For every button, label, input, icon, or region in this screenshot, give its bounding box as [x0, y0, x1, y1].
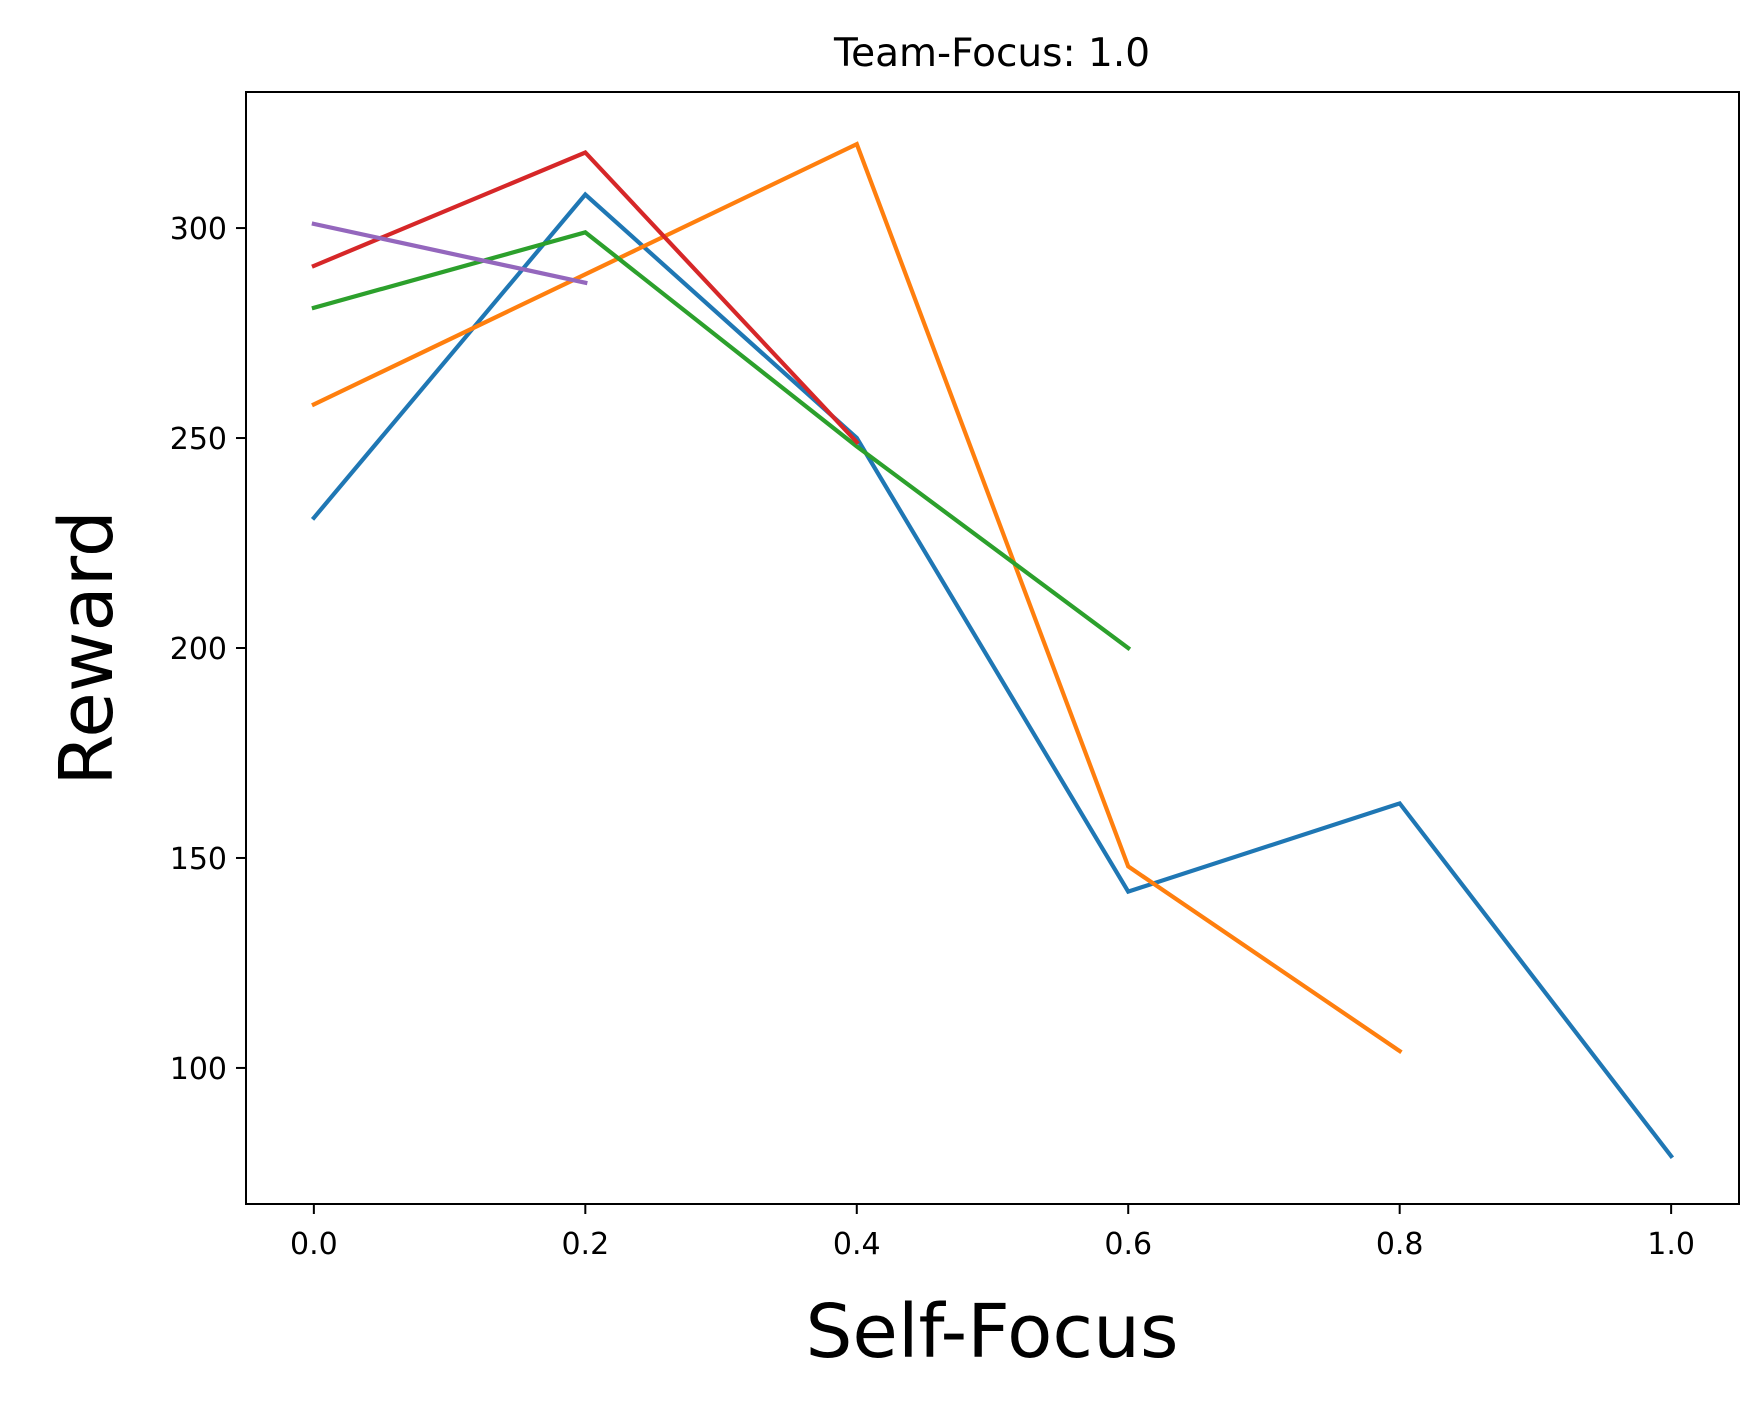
series-line-5: [311, 221, 588, 286]
x-tick-label: 0.8: [1376, 1227, 1424, 1262]
y-tick-label: 200: [170, 632, 227, 667]
y-tick-label: 100: [170, 1052, 227, 1087]
x-tick-label: 0.2: [561, 1227, 609, 1262]
x-tick-label: 1.0: [1647, 1227, 1695, 1262]
x-tick-label: 0.6: [1104, 1227, 1152, 1262]
x-axis-label: Self-Focus: [805, 1289, 1178, 1375]
y-axis-ticks: 100 150 200 250 300: [170, 212, 246, 1087]
series-line-2: [311, 141, 1403, 1055]
chart-title: Team-Focus: 1.0: [833, 31, 1150, 76]
series-line-1: [310, 191, 1675, 1160]
series-line-4: [311, 150, 860, 446]
y-tick-label: 300: [170, 212, 227, 247]
y-tick-label: 150: [170, 842, 227, 877]
y-axis-label: Reward: [44, 510, 130, 786]
x-axis-ticks: 0.0 0.2 0.4 0.6 0.8 1.0: [290, 1204, 1695, 1262]
x-tick-label: 0.0: [290, 1227, 338, 1262]
series-layer: [310, 141, 1675, 1160]
series-line-3: [311, 229, 1132, 651]
y-tick-label: 250: [170, 422, 227, 457]
x-tick-label: 0.4: [833, 1227, 881, 1262]
